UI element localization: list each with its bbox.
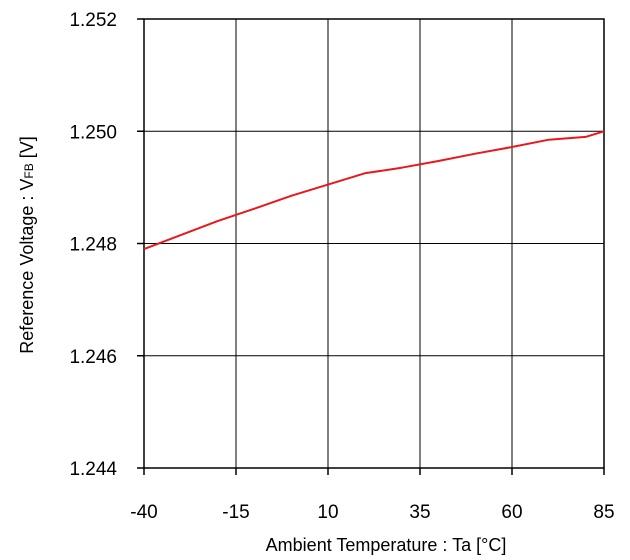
x-tick-label: 10 [317,502,338,523]
x-axis-title: Ambient Temperature : Ta [°C] [266,535,507,555]
y-axis-title-suffix: [V] [17,136,37,163]
x-tick-labels: -40 -15 10 35 60 85 [130,502,614,523]
y-tick-labels: 1.244 1.246 1.248 1.250 1.252 [69,10,117,480]
x-tick-label: 85 [593,502,614,523]
plot-frame [143,18,605,469]
y-axis-title-subscript: FB [22,163,36,178]
x-tick-label: -40 [130,502,157,523]
y-tick-label: 1.244 [69,459,117,480]
y-tick-label: 1.248 [69,235,117,256]
y-axis-title-prefix: Reference Voltage : V [17,179,37,354]
x-tick-label: 35 [409,502,430,523]
gridlines [144,19,604,468]
y-tick-label: 1.246 [69,347,117,368]
y-tick-label: 1.250 [69,122,117,143]
x-tick-label: -15 [222,502,249,523]
y-axis-title: Reference Voltage : VFB [V] [17,136,37,353]
series-line [143,130,605,251]
y-tick-label: 1.252 [69,10,117,31]
series-group [143,130,605,251]
tick-marks [137,18,605,475]
x-tick-label: 60 [501,502,522,523]
